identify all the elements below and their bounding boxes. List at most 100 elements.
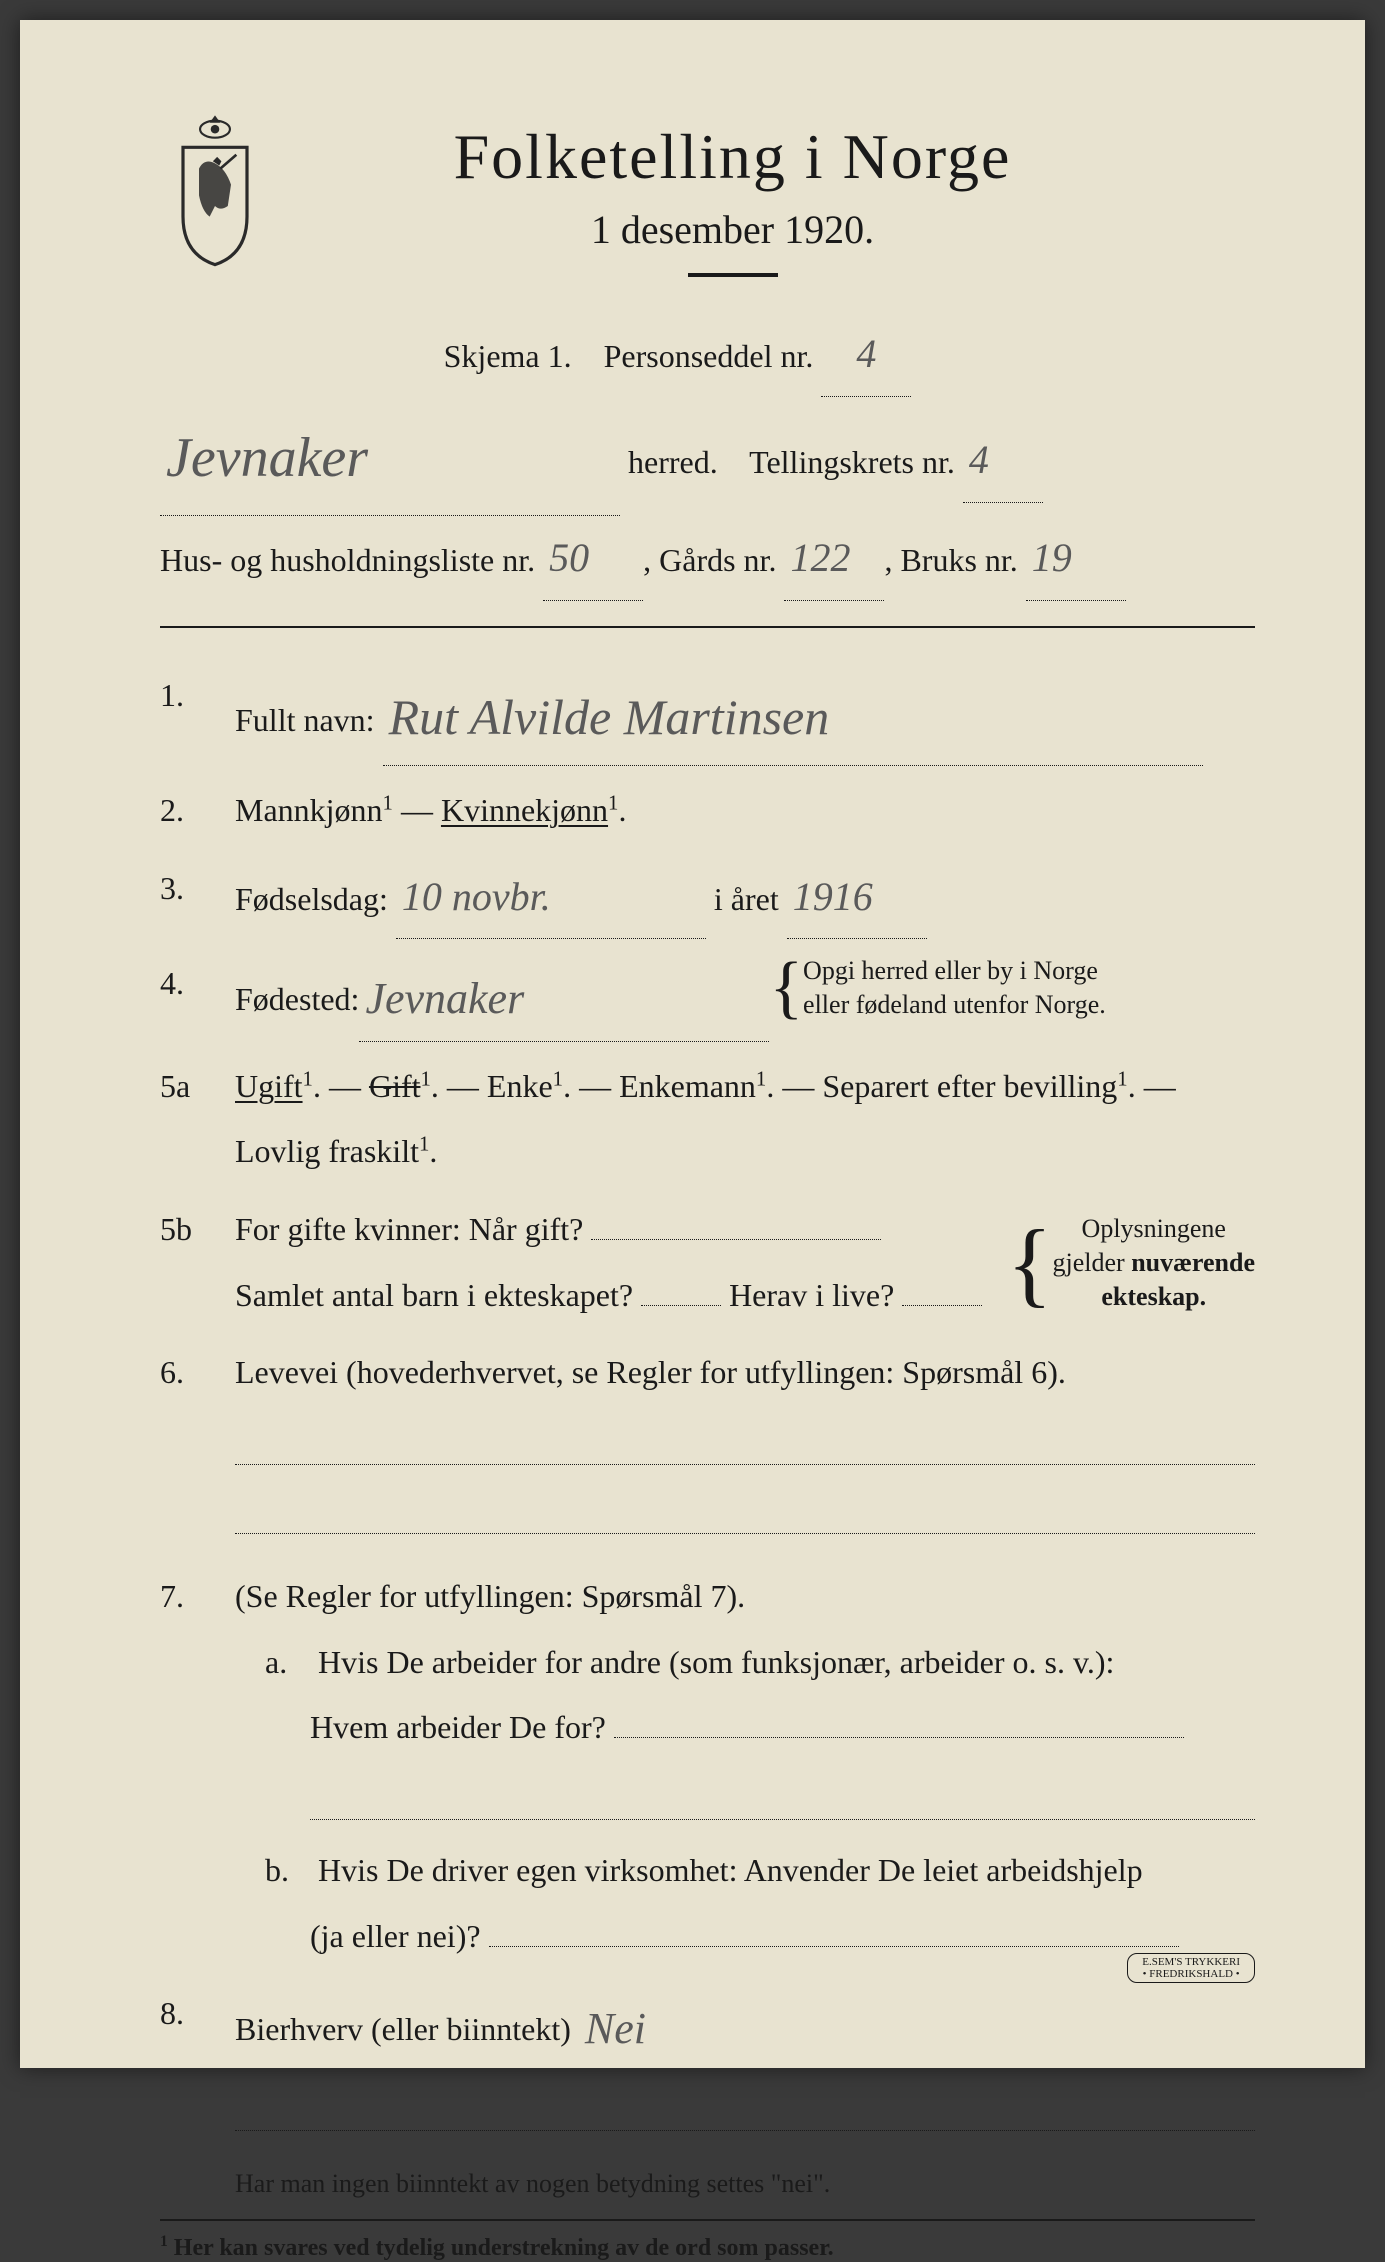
q7b-blank xyxy=(489,1946,1179,1947)
census-form-page: Folketelling i Norge 1 desember 1920. Sk… xyxy=(20,20,1365,2068)
husliste-field: 50 xyxy=(543,516,643,601)
q2-opt1: Mannkjønn xyxy=(235,792,383,828)
q4-note-line2: eller fødeland utenfor Norge. xyxy=(803,990,1106,1019)
q6-body: Levevei (hovederhvervet, se Regler for u… xyxy=(235,1340,1255,1552)
q4-note-block: { Opgi herred eller by i Norge eller fød… xyxy=(769,954,1105,1022)
q3-year-field: 1916 xyxy=(787,856,927,939)
tellingskrets-field: 4 xyxy=(963,418,1043,503)
q3-label: Fødselsdag: xyxy=(235,881,388,917)
bruks-nr: 19 xyxy=(1032,535,1072,580)
q7a-letter: a. xyxy=(265,1630,310,1696)
q3-year-value: 1916 xyxy=(793,874,873,919)
coat-of-arms-icon xyxy=(160,110,270,270)
q3-day-value: 10 novbr. xyxy=(402,874,551,919)
title-divider xyxy=(688,273,778,277)
q7-intro: (Se Regler for utfyllingen: Spørsmål 7). xyxy=(235,1578,745,1614)
q8-value: Nei xyxy=(585,2004,646,2053)
meta-line-1: Skjema 1. Personseddel nr. 4 xyxy=(160,312,1255,397)
section-divider xyxy=(160,626,1255,628)
q8-field: Nei xyxy=(579,1981,759,2071)
herred-field: Jevnaker xyxy=(160,397,620,516)
gards-field: 122 xyxy=(784,516,884,601)
gards-label: Gårds nr. xyxy=(659,542,776,578)
schema-label: Skjema 1. xyxy=(444,338,572,374)
q5b-note-block: { Oplysningene gjelder nuværende ekteska… xyxy=(1007,1212,1255,1313)
q4-field: Jevnaker xyxy=(359,951,769,1042)
q8-num: 8. xyxy=(160,1981,235,2148)
q5b-note: Oplysningene gjelder nuværende ekteskap. xyxy=(1053,1212,1255,1313)
q2-body: Mannkjønn1 — Kvinnekjønn1. xyxy=(235,778,1255,844)
q2-row: 2. Mannkjønn1 — Kvinnekjønn1. xyxy=(160,778,1255,844)
gards-nr: 122 xyxy=(790,535,850,580)
q5b-row: 5b For gifte kvinner: Når gift? Samlet a… xyxy=(160,1197,1255,1328)
q5b-note2b: nuværende xyxy=(1131,1248,1255,1277)
printer-line1: E.SEM'S TRYKKERI xyxy=(1142,1956,1240,1968)
q5a-opt1: Ugift xyxy=(235,1068,303,1104)
husliste-label: Hus- og husholdningsliste nr. xyxy=(160,542,535,578)
q4-label: Fødested: xyxy=(235,967,359,1033)
q3-row: 3. Fødselsdag: 10 novbr. i året 1916 xyxy=(160,856,1255,939)
questions: 1. Fullt navn: Rut Alvilde Martinsen 2. … xyxy=(160,663,1255,2149)
q5b-note2: gjelder xyxy=(1053,1248,1132,1277)
q2-num: 2. xyxy=(160,778,235,844)
q1-body: Fullt navn: Rut Alvilde Martinsen xyxy=(235,663,1255,767)
q5a-opt4: Enkemann xyxy=(619,1068,756,1104)
q7b-line2: (ja eller nei)? xyxy=(310,1918,481,1954)
footnote-2-num: 1 xyxy=(160,2233,168,2250)
q7-body: (Se Regler for utfyllingen: Spørsmål 7).… xyxy=(235,1564,1255,1969)
printer-line2: • FREDRIKSHALD • xyxy=(1142,1968,1240,1980)
q5b-note1: Oplysningene xyxy=(1082,1214,1226,1243)
q5a-opt2: Gift xyxy=(369,1068,421,1104)
q4-row: 4. Fødested: Jevnaker { Opgi herred elle… xyxy=(160,951,1255,1042)
q7-num: 7. xyxy=(160,1564,235,1969)
q6-row: 6. Levevei (hovederhvervet, se Regler fo… xyxy=(160,1340,1255,1552)
q5a-row: 5a Ugift1. — Gift1. — Enke1. — Enkemann1… xyxy=(160,1054,1255,1185)
q6-blank1 xyxy=(235,1414,1255,1465)
q1-field: Rut Alvilde Martinsen xyxy=(383,663,1203,767)
q7a-blank1 xyxy=(614,1737,1184,1738)
q2-period: . xyxy=(618,792,626,828)
q7a: a. Hvis De arbeider for andre (som funks… xyxy=(265,1630,1255,1820)
personseddel-label: Personseddel nr. xyxy=(604,338,814,374)
q7b-line1: Hvis De driver egen virksomhet: Anvender… xyxy=(318,1852,1143,1888)
q5b-left: For gifte kvinner: Når gift? Samlet anta… xyxy=(235,1197,1007,1328)
q4-num: 4. xyxy=(160,951,235,1042)
q2-opt2: Kvinnekjønn xyxy=(441,792,608,828)
q6-num: 6. xyxy=(160,1340,235,1552)
q5b-num: 5b xyxy=(160,1197,235,1328)
footnote-1: Har man ingen biinntekt av nogen betydni… xyxy=(235,2169,1255,2199)
q5a-opt6: Lovlig fraskilt xyxy=(235,1133,419,1169)
footnote-2-text: Her kan svares ved xyxy=(168,2235,376,2261)
main-title: Folketelling i Norge xyxy=(310,120,1155,194)
q4-note: Opgi herred eller by i Norge eller fødel… xyxy=(803,954,1106,1022)
q5b-blank1 xyxy=(591,1239,881,1240)
q4-value: Jevnaker xyxy=(365,974,524,1023)
bruks-field: 19 xyxy=(1026,516,1126,601)
brace-icon: { xyxy=(1007,1225,1053,1301)
q5b-line2a: Samlet antal barn i ekteskapet? xyxy=(235,1277,633,1313)
q8-blank xyxy=(235,2080,1255,2131)
q5b-line2b: Herav i live? xyxy=(729,1277,894,1313)
q5b-line1: For gifte kvinner: Når gift? xyxy=(235,1211,583,1247)
q1-value: Rut Alvilde Martinsen xyxy=(389,689,830,745)
q7a-line2: Hvem arbeider De for? xyxy=(310,1709,606,1745)
q3-day-field: 10 novbr. xyxy=(396,856,706,939)
q7a-line1: Hvis De arbeider for andre (som funksjon… xyxy=(318,1644,1114,1680)
q1-label: Fullt navn: xyxy=(235,702,375,738)
footnote-2: 1 Her kan svares ved tydelig understrekn… xyxy=(160,2233,1255,2262)
personseddel-nr: 4 xyxy=(856,331,876,376)
q2-dash: — xyxy=(393,792,441,828)
q5b-blank2 xyxy=(641,1305,721,1306)
bruks-label: Bruks nr. xyxy=(900,542,1017,578)
meta-line-3: Hus- og husholdningsliste nr. 50, Gårds … xyxy=(160,516,1255,601)
q8-body: Bierhverv (eller biinntekt) Nei xyxy=(235,1981,1255,2148)
q6-text: Levevei (hovederhvervet, se Regler for u… xyxy=(235,1354,1066,1390)
q6-blank2 xyxy=(235,1483,1255,1534)
footnotes: Har man ingen biinntekt av nogen betydni… xyxy=(160,2169,1255,2262)
q5a-num: 5a xyxy=(160,1054,235,1185)
q5a-opt5: Separert efter bevilling xyxy=(822,1068,1117,1104)
herred-label: herred. xyxy=(628,444,718,480)
brace-icon: { xyxy=(769,960,803,1016)
form-meta: Skjema 1. Personseddel nr. 4 Jevnaker he… xyxy=(160,312,1255,601)
q3-num: 3. xyxy=(160,856,235,939)
